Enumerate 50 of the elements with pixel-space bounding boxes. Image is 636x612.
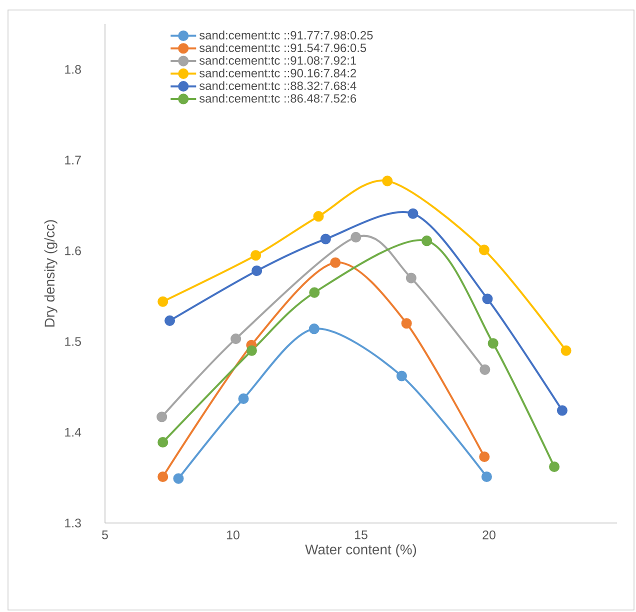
point — [308, 324, 320, 334]
x-tick-label: 15 — [355, 530, 368, 540]
point — [309, 287, 320, 298]
point — [313, 211, 324, 222]
point — [238, 393, 249, 404]
point — [480, 364, 490, 375]
y-axis-title: Dry density (g/cc) — [44, 220, 58, 327]
point — [250, 250, 262, 261]
point — [408, 208, 418, 219]
legend-label: sand:cement:tc ::86.48:7.52:6 — [199, 94, 356, 103]
point — [252, 265, 262, 276]
point — [164, 315, 176, 326]
point — [422, 236, 432, 246]
point — [401, 318, 412, 329]
y-tick-label: 1.5 — [65, 337, 81, 346]
point — [482, 294, 493, 304]
y-tick-label: 1.8 — [65, 64, 81, 74]
point — [173, 473, 184, 484]
point — [158, 296, 168, 307]
point — [560, 345, 572, 356]
point — [549, 461, 560, 472]
legend-label: sand:cement:tc ::90.16:7.84:2 — [199, 68, 356, 78]
y-tick-label: 1.4 — [65, 428, 82, 437]
point — [406, 272, 416, 284]
point — [320, 234, 331, 244]
y-tick-label: 1.7 — [65, 156, 81, 164]
point — [478, 244, 490, 256]
point — [158, 436, 168, 448]
point — [396, 370, 407, 382]
point — [330, 257, 341, 268]
legend-label: sand:cement:tc ::91.77:7.98:0.25 — [199, 30, 373, 40]
y-tick-label: 1.6 — [65, 246, 81, 256]
legend-label: sand:cement:tc ::91.54:7.96:0.5 — [199, 43, 366, 52]
point — [382, 176, 393, 186]
point — [230, 334, 242, 344]
legend-label: sand:cement:tc ::91.08:7.92:1 — [199, 56, 356, 65]
x-tick-label: 5 — [102, 530, 108, 540]
point — [479, 451, 490, 462]
point — [158, 471, 168, 482]
point — [556, 405, 568, 416]
point — [488, 338, 498, 349]
legend-label: sand:cement:tc ::88.32:7.68:4 — [199, 81, 356, 90]
x-axis-title: Water content (%) — [305, 544, 416, 558]
point — [350, 232, 362, 242]
point — [481, 471, 492, 482]
x-tick-label: 20 — [482, 530, 496, 540]
point — [246, 345, 257, 356]
y-tick-label: 1.3 — [65, 518, 81, 528]
x-tick-label: 10 — [227, 530, 240, 540]
point — [156, 412, 168, 422]
